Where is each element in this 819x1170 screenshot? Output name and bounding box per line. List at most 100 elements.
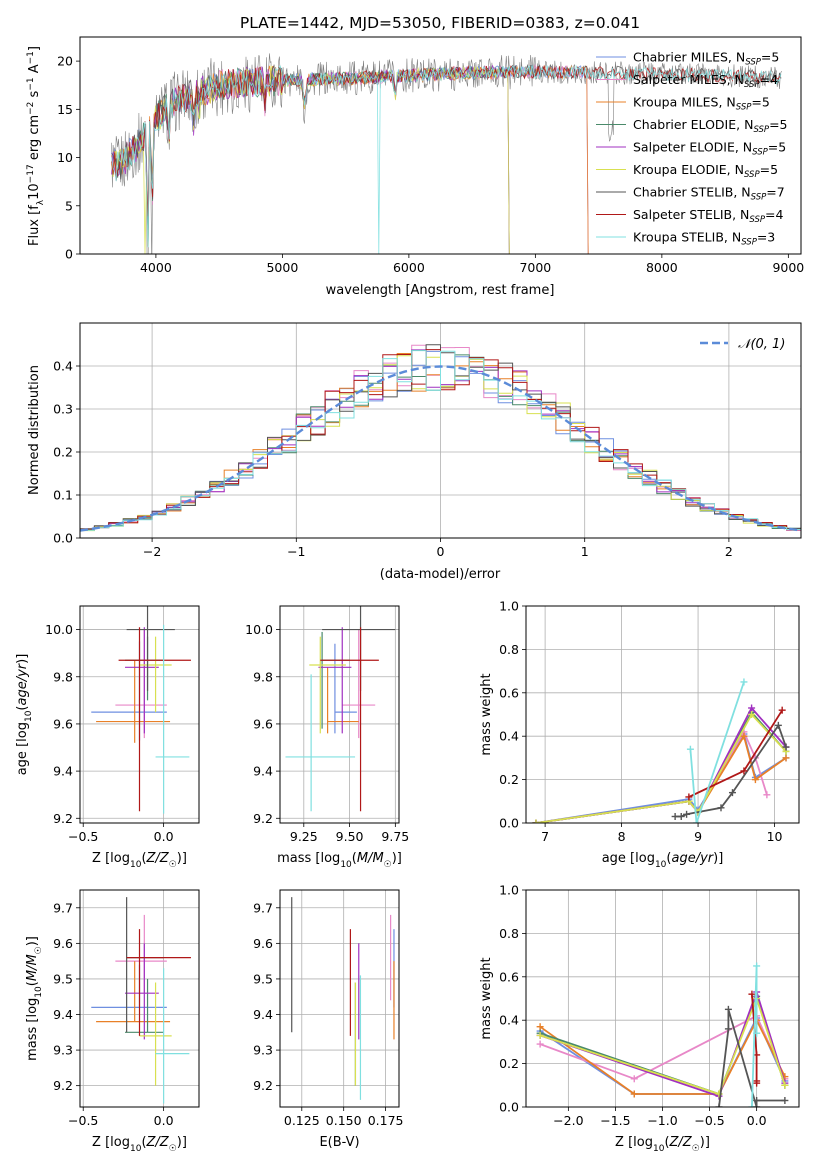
x-tick-label: 8 xyxy=(618,829,626,844)
x-tick-label: 0.125 xyxy=(284,1113,320,1128)
mass-weight-marker xyxy=(693,819,701,823)
legend-label: Salpeter ELODIE, NSSP=5 xyxy=(633,140,786,158)
y-axis-label: Flux [fλ10−17 erg cm−2 s−1 A−1] xyxy=(26,46,46,246)
legend-label: Salpeter STELIB, NSSP=4 xyxy=(633,207,783,225)
mass-weight-marker xyxy=(781,1081,789,1089)
mass-vs-Z-axes: −0.5 0.0 9.2 9.3 9.4 9.5 9.6 9.7 Z [log10(Z/Z☉)]… xyxy=(25,889,200,1154)
errorbar-point xyxy=(126,897,164,1033)
model-spectrum-line xyxy=(111,65,782,217)
weight-vs-Z-axes: −2.0 −1.5 −1.0 −0.5 0.0 0.0 0.2 0.4 0.6 0.8 1.0 Z [… xyxy=(479,883,800,1154)
y-axis-label: age [log10(age/yr)] xyxy=(15,654,34,776)
y-tick-label: 0.8 xyxy=(499,926,519,941)
y-tick-label: 0 xyxy=(65,247,73,262)
mass-weight-marker xyxy=(781,1096,789,1104)
x-tick-label: 7 xyxy=(541,829,549,844)
residuals-legend: 𝒩(0, 1) xyxy=(700,337,785,352)
y-tick-label: 20 xyxy=(57,54,73,69)
errorbar-point xyxy=(125,943,159,1040)
y-tick-label: 0.0 xyxy=(499,816,519,831)
x-axis-label: (data-model)/error xyxy=(380,567,501,582)
mass-weight-marker xyxy=(724,1025,732,1033)
y-tick-label: 0.2 xyxy=(53,445,73,460)
y-tick-label: 9.2 xyxy=(253,1078,273,1093)
mass-weight-marker xyxy=(715,1103,723,1107)
y-tick-label: 0.0 xyxy=(499,1100,519,1115)
spectrum-axes: 4000 5000 6000 7000 8000 9000 0 5 10 15 20 Chabrier… xyxy=(26,36,804,298)
y-tick-label: 0.4 xyxy=(499,1013,519,1028)
x-tick-label: 1 xyxy=(581,544,589,559)
mass-weight-marker xyxy=(740,678,748,686)
mass-weight-marker xyxy=(717,804,725,812)
x-axis-label: Z [log10(Z/Z☉)] xyxy=(92,1135,187,1154)
y-tick-label: 0.6 xyxy=(499,685,519,700)
x-axis-label: wavelength [Angstrom, rest frame] xyxy=(326,283,555,298)
errorbar-point xyxy=(327,667,359,734)
legend-label: Salpeter MILES, NSSP=4 xyxy=(633,72,778,90)
mass-weight-marker xyxy=(740,767,748,775)
y-axis-label: mass [log10(M/M☉)] xyxy=(25,936,44,1061)
mass-weight-marker xyxy=(686,745,694,753)
mass-weight-marker xyxy=(685,793,693,801)
y-tick-label: 0.1 xyxy=(53,488,73,503)
plot-area xyxy=(111,53,783,254)
mass-weight-marker xyxy=(630,1075,638,1083)
x-tick-label: 0.0 xyxy=(154,1113,174,1128)
legend-label: Kroupa ELODIE, NSSP=5 xyxy=(633,162,778,180)
mass-weight-line xyxy=(539,995,786,1096)
x-tick-label: 7000 xyxy=(519,260,551,275)
legend-label: Kroupa STELIB, NSSP=3 xyxy=(633,230,775,248)
x-tick-label: 9.25 xyxy=(290,829,318,844)
axes-frame xyxy=(79,889,200,1108)
errorbar-point xyxy=(342,629,376,739)
x-axis-label: Z [log10(Z/Z☉)] xyxy=(92,851,187,870)
axes-frame xyxy=(79,605,200,824)
plot-area xyxy=(285,606,396,812)
x-tick-label: −0.5 xyxy=(694,1113,724,1128)
y-tick-label: 9.8 xyxy=(253,669,273,684)
mass-weight-marker xyxy=(536,1023,544,1031)
y-tick-label: 9.8 xyxy=(53,669,73,684)
errorbar-point xyxy=(318,627,352,734)
plot-area xyxy=(291,897,395,1100)
y-tick-label: 9.6 xyxy=(253,716,273,731)
spectrum-legend: Chabrier MILES, NSSP=5 Salpeter MILES, NS… xyxy=(596,50,788,248)
x-axis-label: Z [log10(Z/Z☉)] xyxy=(615,1135,710,1154)
mass-weight-marker xyxy=(748,704,756,712)
y-tick-label: 10.0 xyxy=(245,622,273,637)
errorbar-point xyxy=(96,961,171,1023)
y-axis-label: Normed distribution xyxy=(27,365,42,495)
y-tick-label: 9.6 xyxy=(253,936,273,951)
y-tick-label: 0.0 xyxy=(53,531,73,546)
mass-vs-EBV-axes: 0.125 0.150 0.175 9.2 9.3 9.4 9.5 9.6 9.7 E(B-V) xyxy=(253,889,404,1150)
y-tick-label: 9.2 xyxy=(53,811,73,826)
legend-label: Chabrier ELODIE, NSSP=5 xyxy=(633,117,788,135)
mass-weight-line xyxy=(689,681,745,823)
mass-weight-marker xyxy=(536,1040,544,1048)
y-tick-label: 0.4 xyxy=(499,729,519,744)
plot-area xyxy=(91,606,191,814)
mass-weight-marker xyxy=(748,1103,756,1107)
mass-weight-marker xyxy=(748,990,756,998)
x-tick-label: −2 xyxy=(143,544,161,559)
x-tick-label: 0.150 xyxy=(326,1113,362,1128)
x-tick-label: 0.175 xyxy=(368,1113,404,1128)
y-tick-label: 9.5 xyxy=(53,971,73,986)
x-tick-label: 10 xyxy=(767,829,783,844)
legend-label: 𝒩(0, 1) xyxy=(738,337,785,352)
y-tick-label: 5 xyxy=(65,198,73,213)
y-tick-label: 9.4 xyxy=(253,1007,273,1022)
mass-weight-marker xyxy=(753,1029,761,1037)
y-tick-label: 10.0 xyxy=(45,622,73,637)
plot-area xyxy=(532,678,790,823)
y-tick-label: 0.6 xyxy=(499,969,519,984)
x-tick-label: 9.75 xyxy=(381,829,409,844)
axes-frame xyxy=(279,889,400,1108)
x-axis-label: E(B-V) xyxy=(319,1135,359,1150)
mass-weight-marker xyxy=(748,711,756,718)
y-tick-label: 9.4 xyxy=(253,764,273,779)
x-tick-label: 0 xyxy=(437,544,445,559)
y-tick-label: 9.4 xyxy=(53,1007,73,1022)
legend-label: Chabrier STELIB, NSSP=7 xyxy=(633,185,785,203)
